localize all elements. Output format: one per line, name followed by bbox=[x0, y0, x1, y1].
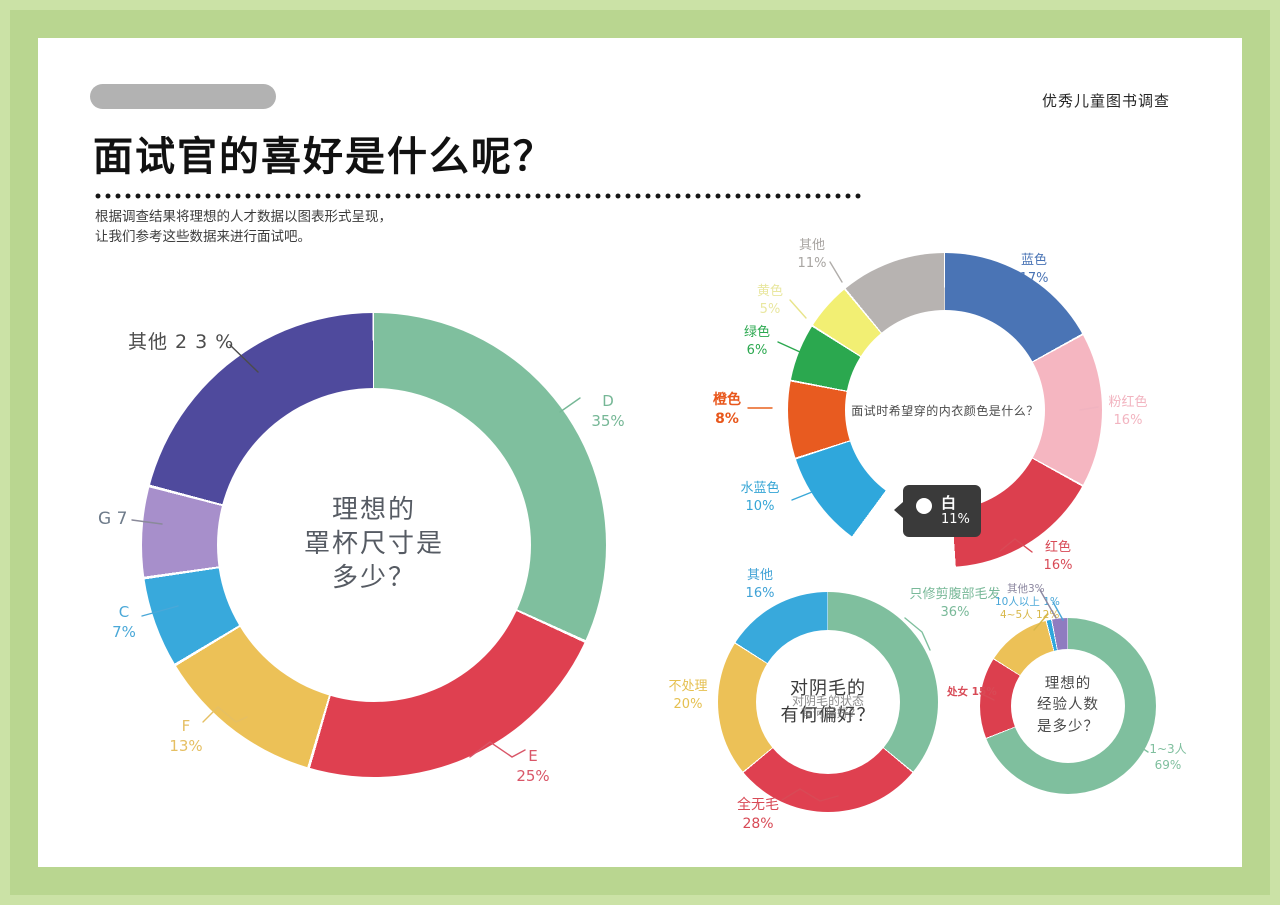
white-color-swatch bbox=[916, 498, 932, 514]
subtitle-line-1: 根据调查结果将理想的人才数据以图表形式呈现， bbox=[95, 209, 392, 225]
tooltip-percent: 11% bbox=[941, 512, 970, 527]
question-line: 罩杯尺寸是 bbox=[303, 529, 444, 560]
chart-question-pubic-hair: 对阴毛的 对阴毛的状态 有何偏好? 有何偏好？ bbox=[781, 675, 876, 729]
header-bar bbox=[90, 84, 276, 109]
segment-label-orange: 橙色 8% bbox=[713, 392, 741, 427]
segment-label-blue: 蓝色 17% bbox=[1019, 253, 1049, 286]
segment-label-untrimmed: 不处理 20% bbox=[668, 679, 708, 712]
segment-label-1to3: 1~3人 69% bbox=[1149, 742, 1187, 773]
question-line: 是多少？ bbox=[1037, 718, 1099, 735]
segment-label-virgin: 处女 15% bbox=[947, 686, 997, 698]
segment-label-yellow: 黄色 5% bbox=[756, 284, 784, 317]
segment-label-d: D 35% bbox=[591, 392, 625, 431]
segment-label-g: G 7 bbox=[98, 509, 128, 529]
segment-label-pink: 粉红色 16% bbox=[1108, 395, 1148, 428]
segment-label-green: 绿色 6% bbox=[743, 325, 771, 358]
question-line: 有何偏好？ bbox=[780, 705, 876, 726]
segment-label-other-cup: 其他 2 3 % bbox=[128, 331, 235, 353]
ghost-question-line: 有何偏好? bbox=[800, 706, 856, 720]
question-line: 经验人数 bbox=[1037, 697, 1099, 714]
donut-hole: 面试时希望穿的内衣颜色是什么？ bbox=[845, 310, 1045, 510]
tooltip-arrow bbox=[894, 502, 903, 518]
page: 优秀儿童图书调查 面试官的喜好是什么呢？ 根据调查结果将理想的人才数据以图表形式… bbox=[38, 38, 1242, 867]
donut-chart-pubic-hair: 对阴毛的 对阴毛的状态 有何偏好? 有何偏好？ bbox=[718, 592, 938, 812]
donut-hole: 理想的 罩杯尺寸是 多少？ bbox=[217, 388, 531, 702]
dotted-divider bbox=[95, 193, 863, 199]
donut-chart-experience: 理想的 经验人数 是多少？ bbox=[980, 618, 1156, 794]
segment-label-f: F 13% bbox=[169, 717, 203, 756]
page-title: 面试官的喜好是什么呢？ bbox=[93, 134, 555, 180]
segment-label-other-hair: 其他 16% bbox=[745, 568, 775, 601]
segment-label-trim-belly: 只修剪腹部毛发 36% bbox=[909, 587, 1001, 620]
tooltip-white-segment: 白 11% bbox=[894, 485, 981, 537]
subtitle-line-2: 让我们参考这些数据来进行面试吧。 bbox=[95, 228, 311, 245]
question-line: 理想的 bbox=[331, 495, 416, 526]
corner-note: 优秀儿童图书调查 bbox=[1041, 92, 1170, 110]
tooltip-label: 白 bbox=[941, 494, 957, 512]
donut-chart-underwear-color: 面试时希望穿的内衣颜色是什么？ bbox=[788, 253, 1102, 567]
segment-label-e: E 25% bbox=[516, 747, 550, 786]
chart-question-underwear: 面试时希望穿的内衣颜色是什么？ bbox=[851, 402, 1039, 419]
segment-label-4to5: 4~5人 12% bbox=[1000, 609, 1060, 621]
segment-label-c: C 7% bbox=[112, 603, 136, 642]
segment-label-other-exp: 其他3% bbox=[1007, 583, 1045, 595]
question-line: 面试时希望穿的内衣颜色是什么？ bbox=[851, 403, 1039, 418]
question-line: 多少？ bbox=[331, 562, 416, 593]
ghost-question-line: 对阴毛的状态 bbox=[791, 694, 865, 708]
question-line: 对阴毛的 bbox=[790, 678, 866, 699]
donut-hole: 理想的 经验人数 是多少？ bbox=[1011, 649, 1125, 763]
donut-chart-cup-size: 理想的 罩杯尺寸是 多少？ bbox=[142, 313, 606, 777]
segment-label-red: 红色 16% bbox=[1043, 540, 1073, 573]
page-subtitle: 根据调查结果将理想的人才数据以图表形式呈现， 让我们参考这些数据来进行面试吧。 bbox=[95, 208, 392, 247]
segment-label-hairless: 全无毛 28% bbox=[737, 797, 779, 832]
chart-question-experience: 理想的 经验人数 是多少？ bbox=[1037, 674, 1099, 737]
chart-question-cup-size: 理想的 罩杯尺寸是 多少？ bbox=[304, 494, 444, 595]
question-line: 理想的 bbox=[1044, 676, 1092, 693]
donut-hole: 对阴毛的 对阴毛的状态 有何偏好? 有何偏好？ bbox=[756, 630, 900, 774]
segment-label-other-color: 其他 11% bbox=[797, 238, 827, 271]
segment-label-aqua: 水蓝色 10% bbox=[740, 481, 780, 514]
